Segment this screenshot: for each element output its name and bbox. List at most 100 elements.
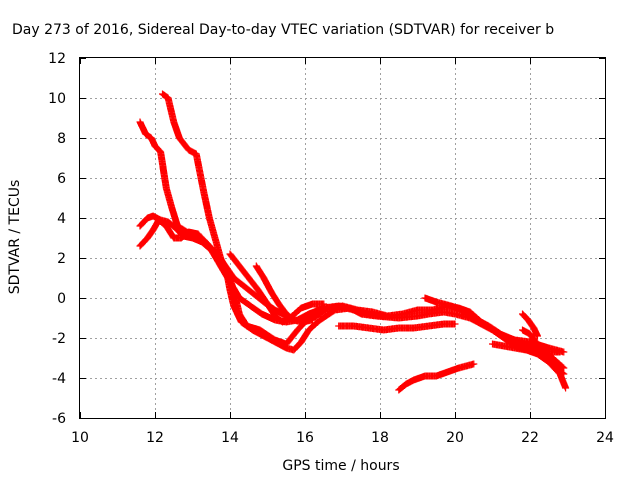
x-tick-label: 14 [221, 430, 239, 446]
data-point [248, 289, 250, 291]
x-tick-label: 20 [446, 430, 464, 446]
data-point [514, 347, 516, 349]
y-tick-label: 8 [57, 131, 66, 147]
data-point [368, 327, 370, 329]
data-series-12 [519, 310, 541, 340]
grid [80, 58, 605, 418]
data-point [491, 343, 494, 345]
data-point [300, 341, 302, 343]
data-point [139, 245, 141, 247]
data-point [443, 311, 445, 313]
data-point [338, 305, 340, 307]
y-tick-label: -6 [52, 411, 66, 427]
data-point [535, 341, 537, 343]
data-point [238, 265, 240, 267]
data-series-7 [335, 320, 459, 334]
data-point [171, 207, 173, 209]
data-point [529, 345, 531, 347]
data-point [536, 335, 539, 337]
data-point [195, 153, 197, 155]
data-point [167, 97, 169, 99]
data-point [548, 351, 550, 353]
data-point [323, 303, 325, 305]
data-point [188, 231, 190, 233]
data-point [300, 321, 302, 323]
data-point [208, 217, 210, 219]
data-point [248, 277, 250, 279]
data-point [274, 315, 276, 317]
data-point [150, 137, 152, 139]
y-tick-label: 4 [57, 211, 66, 227]
data-point [139, 121, 141, 123]
data-point [191, 237, 194, 239]
data-point [173, 237, 175, 239]
data-point [565, 387, 567, 389]
data-point [413, 379, 415, 381]
y-tick-label: 6 [57, 171, 66, 187]
data-point [536, 353, 539, 355]
y-tick-label: 0 [57, 291, 66, 307]
data-point [559, 351, 561, 353]
data-point [416, 315, 419, 317]
data-point [203, 191, 205, 193]
data-series [136, 90, 570, 394]
data-point [296, 329, 299, 331]
series-markers [136, 212, 388, 326]
data-point [188, 149, 190, 151]
data-point [529, 333, 531, 335]
data-point [160, 219, 162, 221]
data-point [250, 305, 252, 307]
data-point [465, 365, 467, 367]
data-point [266, 303, 269, 305]
data-point [145, 133, 147, 135]
data-point [261, 313, 263, 315]
data-point [308, 329, 310, 331]
data-point [274, 339, 276, 341]
y-tick-label: -2 [52, 331, 66, 347]
data-point [525, 349, 527, 351]
data-point [473, 363, 475, 365]
data-series-11 [519, 326, 568, 378]
data-series-5 [252, 262, 316, 326]
data-point [458, 367, 460, 369]
data-point [518, 341, 520, 343]
data-point [152, 229, 154, 231]
data-point [233, 277, 235, 279]
data-point [398, 389, 400, 391]
x-tick-label: 18 [371, 430, 389, 446]
data-point [548, 347, 550, 349]
data-point [488, 325, 490, 327]
data-point [527, 319, 529, 321]
data-point [461, 309, 464, 311]
data-point [167, 221, 169, 223]
data-point [246, 325, 248, 327]
x-tick-label: 10 [71, 430, 89, 446]
data-point [383, 315, 385, 317]
data-point [563, 373, 565, 375]
data-point [424, 297, 426, 299]
data-point [450, 305, 452, 307]
data-point [146, 237, 149, 239]
data-point [197, 233, 199, 235]
data-point [238, 313, 240, 315]
x-tick-label: 16 [296, 430, 314, 446]
data-point [555, 367, 557, 369]
series-markers [335, 320, 459, 334]
data-point [229, 281, 231, 283]
data-point [281, 321, 284, 323]
data-point [270, 291, 272, 293]
data-point [173, 121, 175, 123]
data-point [454, 313, 456, 315]
data-point [214, 237, 216, 239]
data-point [529, 341, 531, 343]
data-point [540, 349, 542, 351]
data-point [154, 145, 156, 147]
data-point [160, 151, 162, 153]
data-point [428, 313, 430, 315]
data-point [238, 297, 240, 299]
data-series-6 [226, 250, 328, 326]
data-series-8 [395, 360, 478, 394]
data-point [289, 317, 291, 319]
data-point [424, 375, 426, 377]
